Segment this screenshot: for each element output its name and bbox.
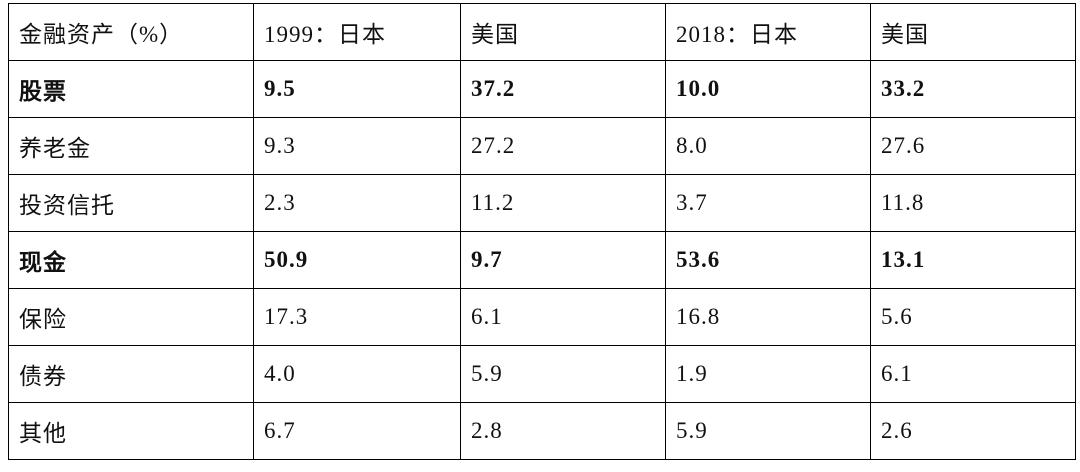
value-cell: 1.9 (665, 345, 871, 403)
value-cell: 4.0 (253, 345, 461, 403)
header-cell: 美国 (870, 3, 1076, 61)
value-cell: 9.7 (460, 231, 666, 289)
value-cell: 10.0 (665, 60, 871, 118)
value-cell: 27.6 (870, 117, 1076, 175)
table-row: 现金 50.9 9.7 53.6 13.1 (8, 231, 1076, 289)
value-cell: 3.7 (665, 174, 871, 232)
table-row: 投资信托 2.3 11.2 3.7 11.8 (8, 174, 1076, 232)
value-cell: 2.6 (870, 402, 1076, 460)
row-label: 股票 (8, 60, 254, 118)
value-cell: 16.8 (665, 288, 871, 346)
value-cell: 37.2 (460, 60, 666, 118)
value-cell: 11.2 (460, 174, 666, 232)
value-cell: 5.9 (460, 345, 666, 403)
value-cell: 50.9 (253, 231, 461, 289)
row-label: 其他 (8, 402, 254, 460)
value-cell: 33.2 (870, 60, 1076, 118)
header-cell: 美国 (460, 3, 666, 61)
value-cell: 6.7 (253, 402, 461, 460)
value-cell: 5.6 (870, 288, 1076, 346)
value-cell: 17.3 (253, 288, 461, 346)
value-cell: 9.5 (253, 60, 461, 118)
header-row: 金融资产（%） 1999：日本 美国 2018：日本 美国 (8, 3, 1076, 61)
data-table: 金融资产（%） 1999：日本 美国 2018：日本 美国 股票 9.5 37.2 10.0 33… (8, 3, 1076, 460)
value-cell: 6.1 (870, 345, 1076, 403)
value-cell: 53.6 (665, 231, 871, 289)
row-label: 保险 (8, 288, 254, 346)
table-row: 债券 4.0 5.9 1.9 6.1 (8, 345, 1076, 403)
table-container: 金融资产（%） 1999：日本 美国 2018：日本 美国 股票 9.5 37.2 10.0 33… (8, 3, 1076, 460)
value-cell: 2.3 (253, 174, 461, 232)
value-cell: 11.8 (870, 174, 1076, 232)
row-label: 债券 (8, 345, 254, 403)
value-cell: 8.0 (665, 117, 871, 175)
header-cell: 金融资产（%） (8, 3, 254, 61)
table-row: 其他 6.7 2.8 5.9 2.6 (8, 402, 1076, 460)
value-cell: 9.3 (253, 117, 461, 175)
table-row: 养老金 9.3 27.2 8.0 27.6 (8, 117, 1076, 175)
row-label: 养老金 (8, 117, 254, 175)
value-cell: 27.2 (460, 117, 666, 175)
row-label: 投资信托 (8, 174, 254, 232)
table-row: 股票 9.5 37.2 10.0 33.2 (8, 60, 1076, 118)
value-cell: 2.8 (460, 402, 666, 460)
value-cell: 5.9 (665, 402, 871, 460)
value-cell: 6.1 (460, 288, 666, 346)
header-cell: 2018：日本 (665, 3, 871, 61)
header-cell: 1999：日本 (253, 3, 461, 61)
value-cell: 13.1 (870, 231, 1076, 289)
table-row: 保险 17.3 6.1 16.8 5.6 (8, 288, 1076, 346)
row-label: 现金 (8, 231, 254, 289)
